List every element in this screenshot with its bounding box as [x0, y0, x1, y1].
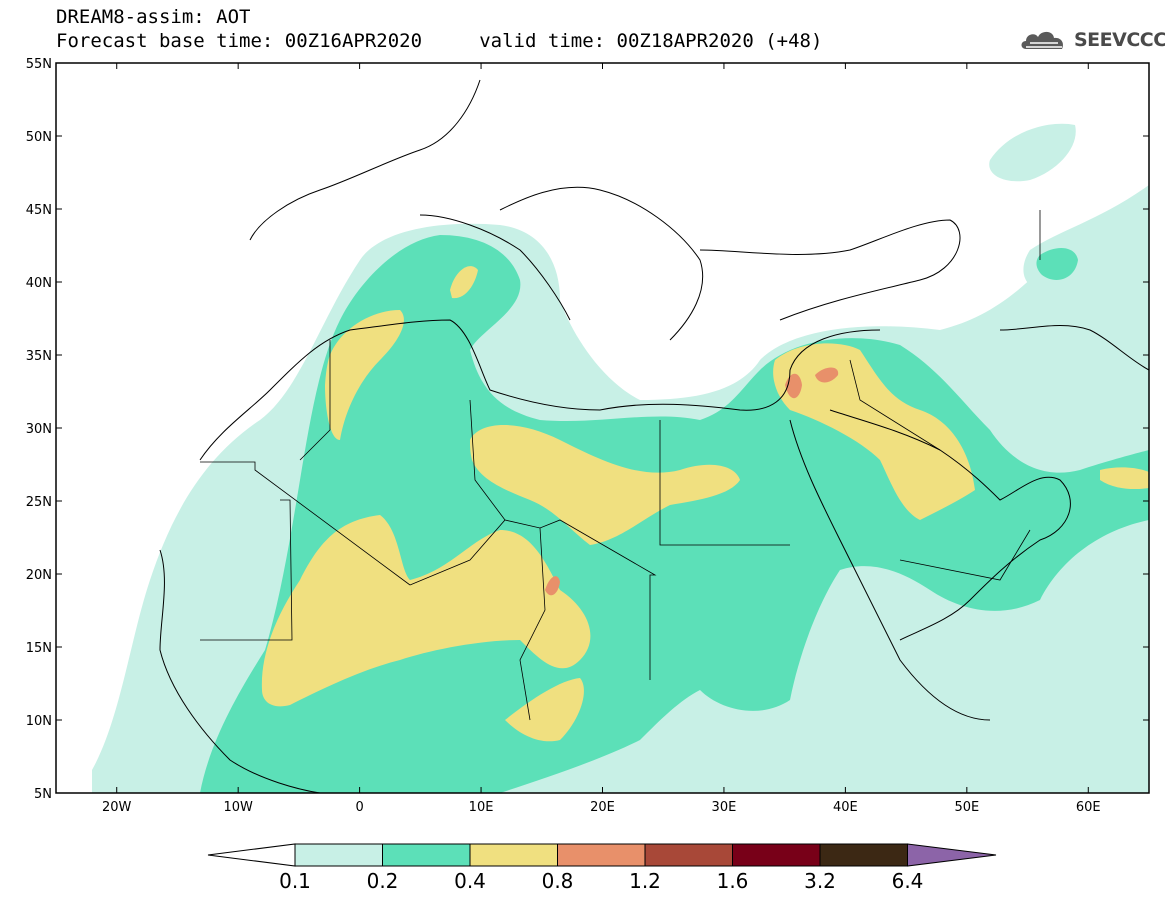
aot-band-0.4-sahel: [261, 515, 591, 707]
lat-tick-label: 40N: [26, 276, 52, 291]
title-line1: DREAM8-assim: AOT: [56, 6, 251, 28]
lat-tick-label: 45N: [26, 203, 52, 218]
lon-tick-label: 40E: [833, 800, 858, 815]
aot-band-0.8-c: [815, 367, 839, 383]
aot-band-0.4-libya: [470, 425, 740, 545]
colorbar-bound-label: 3.2: [804, 869, 836, 893]
colorbar-swatch: [294, 843, 383, 867]
lat-tick-label: 10N: [26, 714, 52, 729]
lon-tick-label: 10W: [223, 800, 253, 815]
colorbar-swatch: [819, 843, 908, 867]
colorbar: 0.1 0.2 0.4 0.8 1.2 1.6 3.2 6.4: [207, 843, 997, 893]
cloud-icon: [1021, 31, 1064, 49]
colorbar-swatch: [557, 843, 646, 867]
lat-tick-label: 50N: [26, 130, 52, 145]
colorbar-bound-label: 1.2: [629, 869, 661, 893]
lat-tick-label: 20N: [26, 568, 52, 583]
colorbar-bound-label: 6.4: [892, 869, 924, 893]
lon-tick-label: 10E: [469, 800, 494, 815]
lat-tick-label: 30N: [26, 422, 52, 437]
colorbar-swatch: [469, 843, 558, 867]
seevccc-logo: SEEVCCC: [1018, 26, 1165, 54]
lon-tick-label: 50E: [954, 800, 979, 815]
aot-band-0.2: [200, 235, 1149, 793]
aot-band-0.8-a: [545, 576, 560, 596]
lon-tick-label: 30E: [712, 800, 737, 815]
colorbar-bound-label: 0.1: [279, 869, 311, 893]
colorbar-under-triangle: [207, 843, 296, 867]
lat-tick-label: 35N: [26, 349, 52, 364]
latitude-axis: 55N 50N 45N 40N 35N 30N 25N 20N 15N 10N 5N: [26, 57, 1149, 802]
title-line2: Forecast base time: 00Z16APR2020 valid t…: [56, 30, 823, 52]
colorbar-bound-label: 0.4: [454, 869, 486, 893]
coastlines: [159, 79, 1149, 793]
lon-tick-label: 20E: [590, 800, 615, 815]
colorbar-bound-label: 0.2: [367, 869, 399, 893]
lon-tick-label: 60E: [1076, 800, 1101, 815]
aot-field: [92, 123, 1149, 793]
aot-band-0.4-atlas: [325, 310, 404, 440]
lon-tick-label: 20W: [102, 800, 132, 815]
colorbar-over-triangle: [907, 843, 997, 867]
aot-band-0.1-north: [989, 123, 1076, 182]
logo-text: SEEVCCC: [1074, 29, 1165, 51]
colorbar-swatch: [732, 843, 821, 867]
lon-tick-label: 0: [355, 800, 363, 815]
country-borders: [200, 210, 1041, 721]
lat-tick-label: 5N: [34, 787, 52, 802]
aot-band-0.4-middle-east: [773, 343, 975, 520]
lat-tick-label: 25N: [26, 495, 52, 510]
colorbar-bound-label: 0.8: [542, 869, 574, 893]
lat-tick-label: 15N: [26, 641, 52, 656]
longitude-axis: 20W 10W 0 10E 20E 30E 40E 50E 60E: [102, 63, 1101, 815]
aot-band-0.4-sardinia: [450, 266, 478, 299]
aot-band-0.4-oman: [1100, 467, 1149, 490]
colorbar-swatch: [382, 843, 471, 867]
lat-tick-label: 55N: [26, 57, 52, 72]
aot-band-0.2-patch: [1036, 248, 1078, 280]
aot-band-0.4-chad: [505, 678, 584, 742]
colorbar-bound-label: 1.6: [717, 869, 749, 893]
colorbar-swatch: [644, 843, 733, 867]
